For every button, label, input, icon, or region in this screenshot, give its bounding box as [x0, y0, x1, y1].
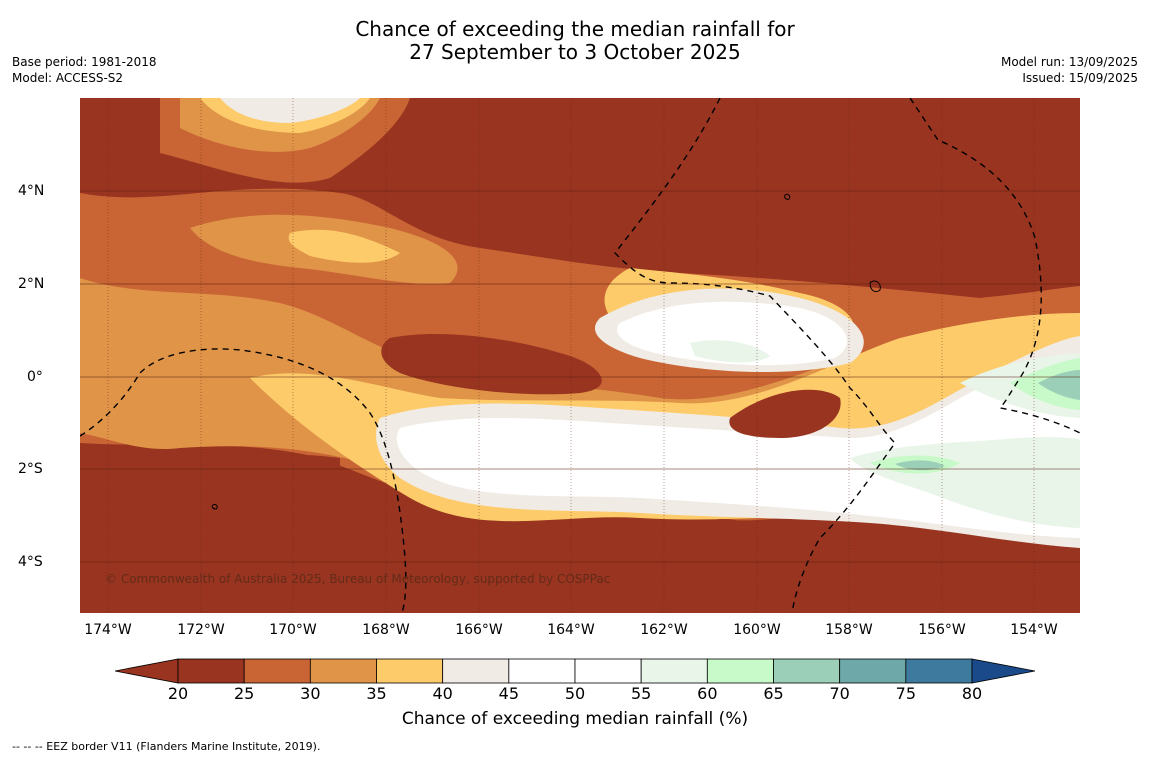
- contour-45-55-south: [396, 356, 1080, 538]
- title-line-2: 27 September to 3 October 2025: [409, 40, 741, 64]
- y-tick-4n: 4°N: [18, 183, 45, 199]
- x-tick-166w: 166°W: [455, 622, 503, 638]
- colorbar-tick-label: 50: [564, 684, 586, 703]
- graticule: [107, 98, 1035, 613]
- colorbar-bin: [309, 658, 377, 684]
- contour-65-70-south: [895, 460, 945, 471]
- rainfall-contour-map: [80, 98, 1080, 613]
- x-tick-170w: 170°W: [269, 622, 317, 638]
- x-tick-162w: 162°W: [640, 622, 688, 638]
- copyright-notice: © Commonwealth of Australia 2025, Bureau…: [105, 572, 611, 586]
- colorbar-tick-label: 75: [895, 684, 917, 703]
- contour-35-40-west: [288, 229, 400, 263]
- island-outline-sw: [211, 504, 218, 510]
- meta-right: Model run: 13/09/2025 Issued: 15/09/2025: [1001, 54, 1138, 86]
- x-tick-160w: 160°W: [733, 622, 781, 638]
- colorbar-bin: [177, 658, 245, 684]
- x-tick-172w: 172°W: [177, 622, 225, 638]
- colorbar-bin: [574, 658, 642, 684]
- contour-40-45-north-edge: [220, 98, 360, 123]
- colorbar-tick-label: 55: [630, 684, 652, 703]
- map-title: Chance of exceeding the median rainfall …: [0, 18, 1150, 64]
- x-tick-164w: 164°W: [547, 622, 595, 638]
- eez-footnote: -- -- -- EEZ border V11 (Flanders Marine…: [12, 740, 321, 753]
- contour-20-25-southwest: [80, 453, 340, 613]
- title-line-1: Chance of exceeding the median rainfall …: [355, 17, 795, 41]
- colorbar-tick-label: 30: [300, 684, 321, 703]
- colorbar: [114, 658, 1036, 684]
- y-tick-2s: 2°S: [18, 461, 43, 477]
- colorbar-tick-label: 45: [498, 684, 520, 703]
- contour-20-25-southeast: [780, 551, 1080, 613]
- x-tick-168w: 168°W: [362, 622, 410, 638]
- colorbar-extend-low: [114, 658, 179, 684]
- contour-65-70-east: [1038, 370, 1080, 400]
- colorbar-tick-label: 40: [432, 684, 453, 703]
- contour-45-55-north: [616, 301, 848, 366]
- y-tick-4s: 4°S: [18, 554, 43, 570]
- model-run: Model run: 13/09/2025: [1000, 55, 1138, 69]
- colorbar-bin: [839, 658, 907, 684]
- colorbar-bin: [706, 658, 774, 684]
- colorbar-bin: [243, 658, 311, 684]
- base-period: Base period: 1981-2018: [12, 55, 157, 69]
- eez-border-east: [909, 98, 1080, 434]
- y-tick-2n: 2°N: [18, 276, 45, 292]
- colorbar-tick-label: 20: [167, 684, 189, 703]
- contour-20-25-center: [381, 333, 602, 395]
- colorbar-tick-label: 60: [697, 684, 718, 703]
- contour-20-25-south-pocket: [700, 518, 752, 543]
- x-tick-154w: 154°W: [1010, 622, 1058, 638]
- issued-date: Issued: 15/09/2025: [1022, 71, 1138, 85]
- colorbar-tick-label: 70: [829, 684, 850, 703]
- colorbar-tick-label: 25: [233, 684, 255, 703]
- y-tick-0: 0°: [27, 369, 43, 385]
- colorbar-extend-high: [971, 658, 1036, 684]
- colorbar-bin: [508, 658, 576, 684]
- colorbar-bin: [905, 658, 973, 684]
- x-tick-156w: 156°W: [918, 622, 966, 638]
- x-tick-174w: 174°W: [84, 622, 132, 638]
- eez-border-west: [80, 348, 407, 613]
- colorbar-tick-label: 80: [961, 684, 983, 703]
- colorbar-tick-label: 35: [366, 684, 387, 703]
- contour-55-60-north: [690, 340, 770, 363]
- island-outline: [869, 280, 881, 293]
- colorbar-tick-label: 65: [763, 684, 784, 703]
- colorbar-bin: [376, 658, 444, 684]
- x-tick-158w: 158°W: [825, 622, 873, 638]
- eez-border-central: [614, 98, 896, 613]
- rainfall-map: [80, 98, 1080, 613]
- colorbar-bin: [640, 658, 708, 684]
- meta-left: Base period: 1981-2018 Model: ACCESS-S2: [12, 54, 157, 86]
- colorbar-bin: [442, 658, 510, 684]
- colorbar-label: Chance of exceeding median rainfall (%): [401, 709, 749, 729]
- colorbar-bin: [773, 658, 841, 684]
- colorbar-graphic: [114, 658, 1036, 684]
- model-name: Model: ACCESS-S2: [12, 71, 124, 85]
- latitude-lines: [80, 190, 1080, 563]
- island-outline-small: [784, 193, 791, 200]
